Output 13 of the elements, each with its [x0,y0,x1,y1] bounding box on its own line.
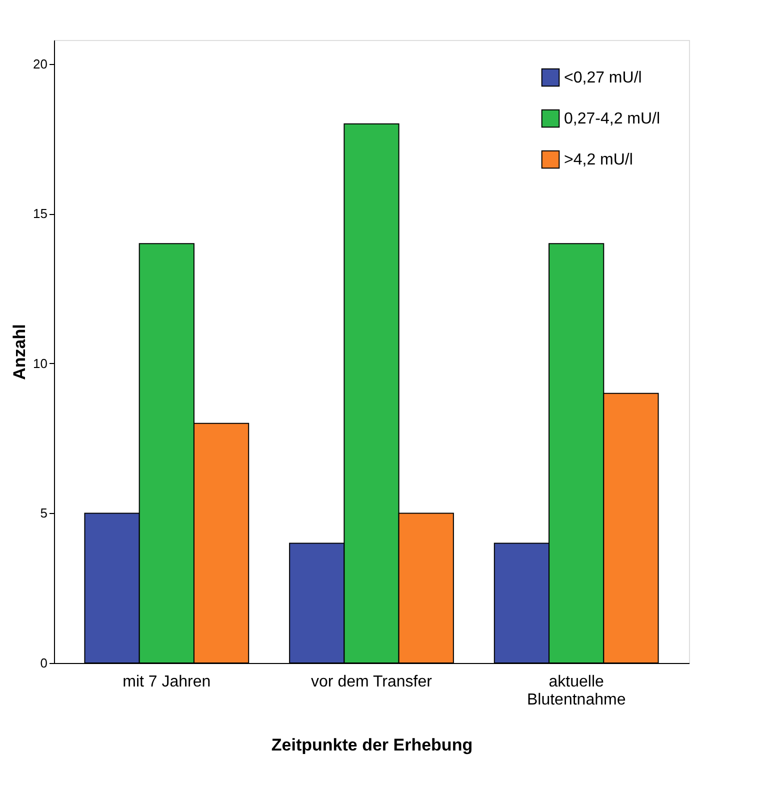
y-tick-label: 15 [33,206,48,222]
legend-label: >4,2 mU/l [564,152,633,168]
legend-label: <0,27 mU/l [564,70,642,86]
y-axis-title: Anzahl [10,324,30,380]
y-tick-label: 0 [40,656,48,670]
y-tick-label: 5 [40,506,48,521]
x-axis-title: Zeitpunkte der Erhebung [271,736,473,754]
legend-label: 0,27-4,2 mU/l [564,110,660,128]
x-tick-label: vor dem Transfer [311,674,433,690]
y-tick-label: 10 [33,356,48,371]
y-tick-label: 20 [33,56,48,72]
x-tick-label: mit 7 Jahren [122,674,211,690]
x-tick-label: aktuelle Blutentnahme [526,674,626,708]
